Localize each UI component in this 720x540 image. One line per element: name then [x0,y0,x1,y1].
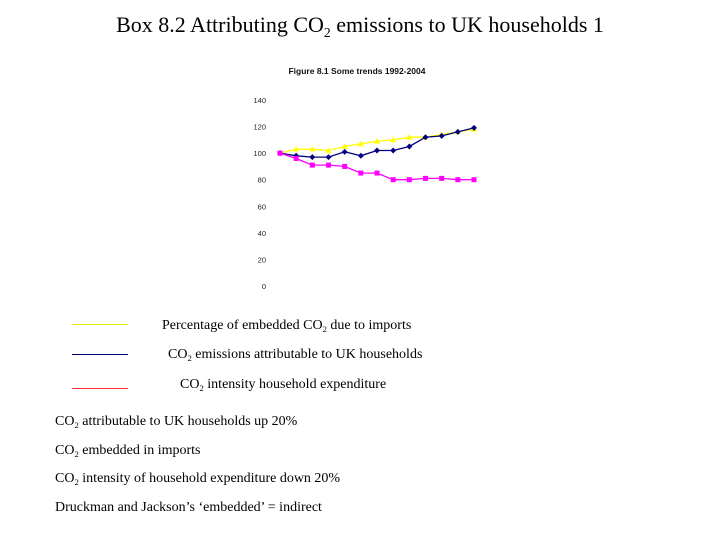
note-embedded-imports: CO2 embedded in imports [55,443,201,459]
note-pre: CO [55,414,75,429]
chart-title: Figure 8.1 Some trends 1992-2004 [288,66,425,76]
data-point [326,162,331,168]
data-point [309,145,316,152]
legend-label-subscript: 2 [187,353,192,364]
y-tick-label: 60 [258,202,266,211]
data-point [406,177,412,183]
slide-title: Box 8.2 Attributing CO2 emissions to UK … [0,12,720,40]
data-point [325,147,332,153]
note-intensity-down: CO2 intensity of household expenditure d… [55,471,340,487]
data-point [357,152,364,159]
data-point [422,134,429,141]
legend-label-intensity: CO2 intensity household expenditure [180,377,386,393]
trends-chart: Figure 8.1 Some trends 1992-2004 0 20 40 60… [253,66,477,291]
note-subscript: 2 [74,449,79,460]
data-point [374,170,380,176]
slide-title-pre: Box 8.2 Attributing CO [116,12,324,37]
data-point [439,175,445,181]
data-point [341,143,348,149]
data-point [455,177,461,183]
y-tick-label: 120 [253,123,266,132]
y-axis-tick-labels: 0 20 40 60 80 100 120 140 [253,96,266,291]
series-2 [277,124,477,161]
note-text: Druckman and Jackson’s ‘embedded’ = indi… [55,500,322,515]
slide-title-post: emissions to UK households 1 [330,12,604,37]
y-tick-label: 80 [258,176,266,185]
data-point [471,177,477,183]
data-point [358,170,364,176]
note-embedded-definition: Druckman and Jackson’s ‘embedded’ = indi… [55,500,322,516]
y-tick-label: 100 [253,149,266,158]
data-point [293,155,299,161]
y-tick-label: 0 [262,282,266,291]
legend-label-subscript: 2 [199,383,204,394]
legend-label-households: CO2 emissions attributable to UK househo… [168,347,422,363]
legend-label-imports: Percentage of embedded CO2 due to import… [162,318,411,334]
y-tick-label: 20 [258,255,266,264]
note-post: intensity of household expenditure down … [78,471,341,486]
y-tick-label: 40 [258,229,266,238]
legend-label-pre: CO [180,377,200,392]
data-point [423,175,428,181]
note-post: embedded in imports [78,443,201,458]
data-point [390,136,397,143]
data-point [309,154,316,161]
series-3 [277,150,477,183]
data-point [342,163,348,169]
data-point [454,128,461,135]
data-point [390,177,396,183]
data-point [341,148,348,155]
legend-label-subscript: 2 [322,324,327,335]
data-point [406,134,413,140]
legend-label-pre: CO [168,347,188,362]
data-point [471,124,477,131]
data-point [374,147,380,154]
data-point [390,147,397,154]
note-subscript: 2 [74,420,79,431]
data-point [374,137,380,144]
legend-label-pre: Percentage of embedded CO [162,318,323,333]
note-subscript: 2 [74,477,79,488]
note-pre: CO [55,443,75,458]
data-point [357,140,364,147]
series-layer [277,124,477,183]
y-tick-label: 140 [253,96,266,105]
data-point [438,132,445,139]
data-point [277,150,283,156]
legend-line-imports [72,324,128,325]
legend-line-intensity [72,388,128,389]
data-point [406,143,413,150]
slide-title-subscript: 2 [323,24,331,40]
data-point [309,162,315,168]
legend-label-post: emissions attributable to UK households [191,347,423,362]
note-households-up: CO2 attributable to UK households up 20% [55,414,297,430]
legend-line-households [72,354,128,355]
legend-label-post: intensity household expenditure [203,377,387,392]
legend-label-post: due to imports [326,318,412,333]
data-point [293,145,300,152]
note-post: attributable to UK households up 20% [78,414,298,429]
note-pre: CO [55,471,75,486]
data-point [325,154,332,161]
